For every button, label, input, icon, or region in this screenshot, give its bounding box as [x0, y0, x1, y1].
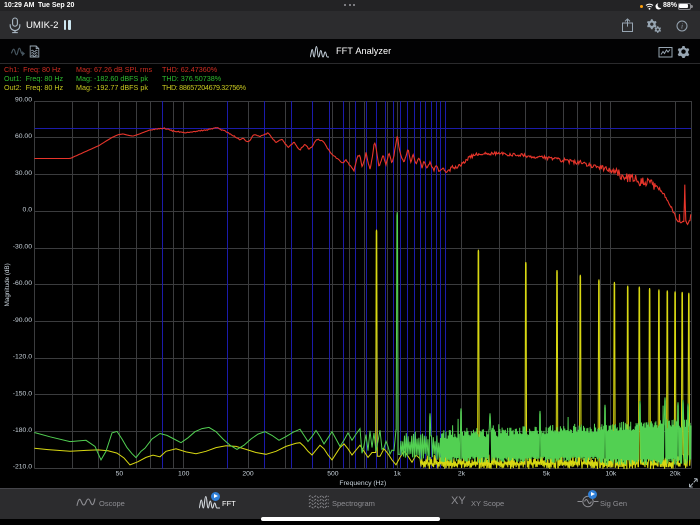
svg-text:60.00: 60.00 — [15, 133, 32, 140]
svg-text:500: 500 — [327, 471, 339, 478]
svg-text:Frequency (Hz): Frequency (Hz) — [339, 480, 386, 487]
svg-text:-210.0: -210.0 — [13, 464, 32, 471]
svg-text:2k: 2k — [458, 471, 466, 478]
svg-text:-60.00: -60.00 — [13, 280, 32, 287]
svg-text:i: i — [681, 22, 683, 31]
svg-text:10k: 10k — [605, 471, 617, 478]
svg-text:200: 200 — [242, 471, 254, 478]
svg-text:-30.00: -30.00 — [13, 243, 32, 250]
svg-text:5k: 5k — [543, 471, 551, 478]
svg-text:Magnitude (dB): Magnitude (dB) — [4, 263, 11, 306]
svg-text:50: 50 — [116, 471, 124, 478]
svg-text:-90.00: -90.00 — [13, 317, 32, 324]
svg-text:20k: 20k — [670, 471, 682, 478]
svg-text:100: 100 — [178, 471, 190, 478]
svg-text:-150.0: -150.0 — [13, 390, 32, 397]
svg-text:-120.0: -120.0 — [13, 354, 32, 361]
svg-text:0.0: 0.0 — [23, 207, 33, 214]
svg-text:90.00: 90.00 — [15, 96, 32, 103]
svg-text:1k: 1k — [394, 471, 402, 478]
svg-text:30.00: 30.00 — [15, 170, 32, 177]
svg-text:-180.0: -180.0 — [13, 427, 32, 434]
